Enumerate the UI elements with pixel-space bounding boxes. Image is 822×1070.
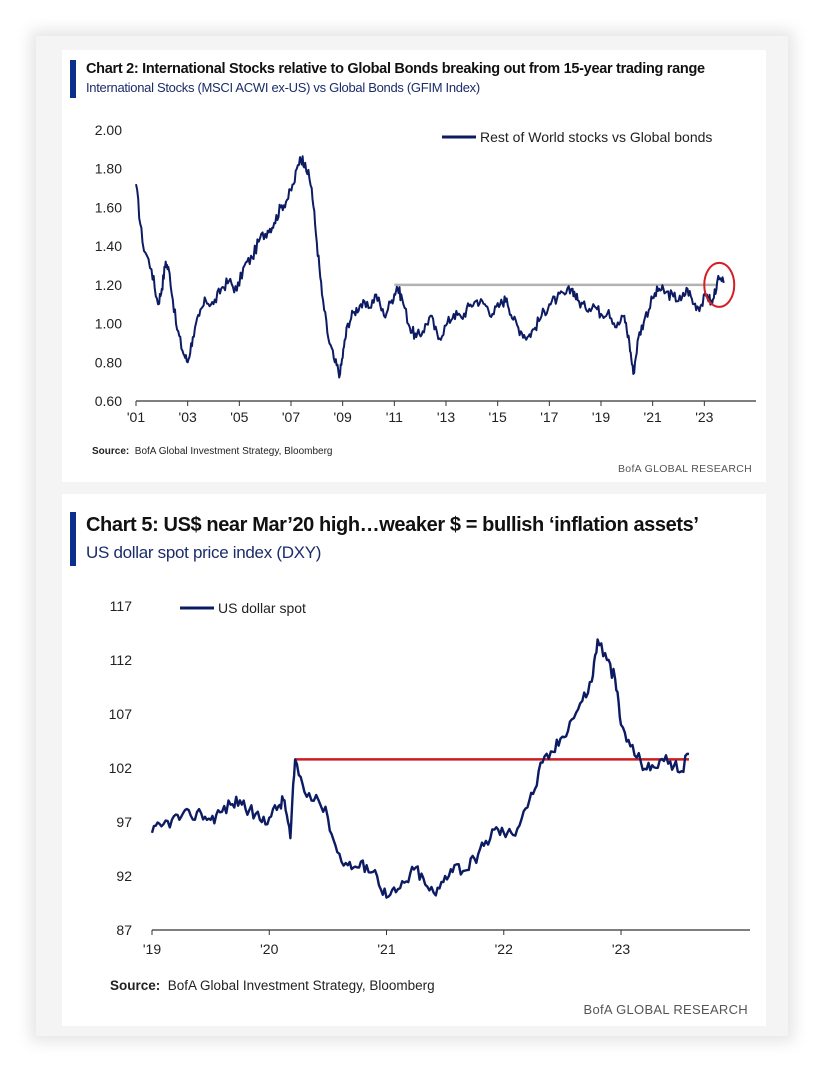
x-tick-label: '19 — [592, 409, 610, 425]
y-tick-label: 87 — [116, 922, 132, 938]
x-tick-label: '23 — [612, 941, 630, 957]
x-tick-label: '21 — [644, 409, 662, 425]
source-label: Source: — [110, 978, 161, 993]
legend-label: Rest of World stocks vs Global bonds — [480, 129, 712, 145]
y-tick-label: 1.20 — [95, 277, 122, 293]
chart-title: Chart 5: US$ near Mar’20 high…weaker $ =… — [86, 514, 699, 536]
legend-label: US dollar spot — [218, 600, 306, 616]
chart-2-panel: Chart 2: International Stocks relative t… — [62, 50, 766, 482]
y-tick-label: 92 — [116, 868, 132, 884]
y-tick-label: 1.80 — [95, 161, 122, 177]
y-tick-label: 1.60 — [95, 199, 122, 215]
chart-subtitle: International Stocks (MSCI ACWI ex-US) v… — [86, 80, 480, 95]
breakout-highlight-circle — [703, 261, 736, 308]
source-text: BofA Global Investment Strategy, Bloombe… — [167, 978, 435, 993]
x-tick-label: '22 — [495, 941, 513, 957]
chart-5-panel: Chart 5: US$ near Mar’20 high…weaker $ =… — [62, 494, 766, 1026]
x-tick-label: '17 — [540, 409, 558, 425]
x-tick-label: '07 — [282, 409, 300, 425]
x-tick-label: '03 — [179, 409, 197, 425]
y-tick-label: 1.40 — [95, 238, 122, 254]
bofa-footer: BofA GLOBAL RESEARCH — [583, 1002, 748, 1017]
chart-title: Chart 2: International Stocks relative t… — [86, 61, 705, 77]
x-tick-label: '23 — [695, 409, 713, 425]
series-line — [135, 155, 725, 379]
x-tick-label: '19 — [143, 941, 161, 957]
x-tick-label: '13 — [437, 409, 455, 425]
x-tick-label: '15 — [489, 409, 507, 425]
x-tick-label: '09 — [334, 409, 352, 425]
y-tick-label: 102 — [109, 760, 133, 776]
y-tick-label: 112 — [110, 652, 133, 668]
x-tick-label: '20 — [260, 941, 278, 957]
title-accent-bar — [70, 60, 76, 98]
source-text: BofA Global Investment Strategy, Bloombe… — [134, 446, 333, 457]
y-tick-label: 117 — [110, 598, 133, 614]
x-tick-label: '21 — [377, 941, 395, 957]
y-tick-label: 107 — [109, 706, 133, 722]
y-tick-label: 0.60 — [95, 393, 122, 409]
series-line — [150, 638, 690, 899]
y-tick-label: 97 — [116, 814, 132, 830]
bofa-footer: BofA GLOBAL RESEARCH — [618, 463, 752, 475]
x-tick-label: '05 — [230, 409, 248, 425]
chart-2-plot: '01 '03 '05 '07 '09 '11 '13 '15 '17 '19 '21 '23 0.60… — [95, 122, 756, 425]
y-tick-label: 1.00 — [95, 316, 122, 332]
title-accent-bar — [70, 512, 76, 566]
chart-5-plot: '19 '20 '21 '22 '23 87 92 97 102 107 112 117 US doll… — [109, 598, 750, 957]
x-tick-label: '01 — [127, 409, 145, 425]
y-tick-label: 2.00 — [95, 122, 122, 138]
chart-subtitle: US dollar spot price index (DXY) — [86, 543, 322, 562]
source-note: Source: BofA Global Investment Strategy,… — [92, 446, 333, 457]
y-tick-label: 0.80 — [95, 354, 122, 370]
source-note: Source: BofA Global Investment Strategy,… — [110, 978, 435, 993]
x-tick-label: '11 — [386, 409, 403, 425]
source-label: Source: — [92, 446, 130, 457]
